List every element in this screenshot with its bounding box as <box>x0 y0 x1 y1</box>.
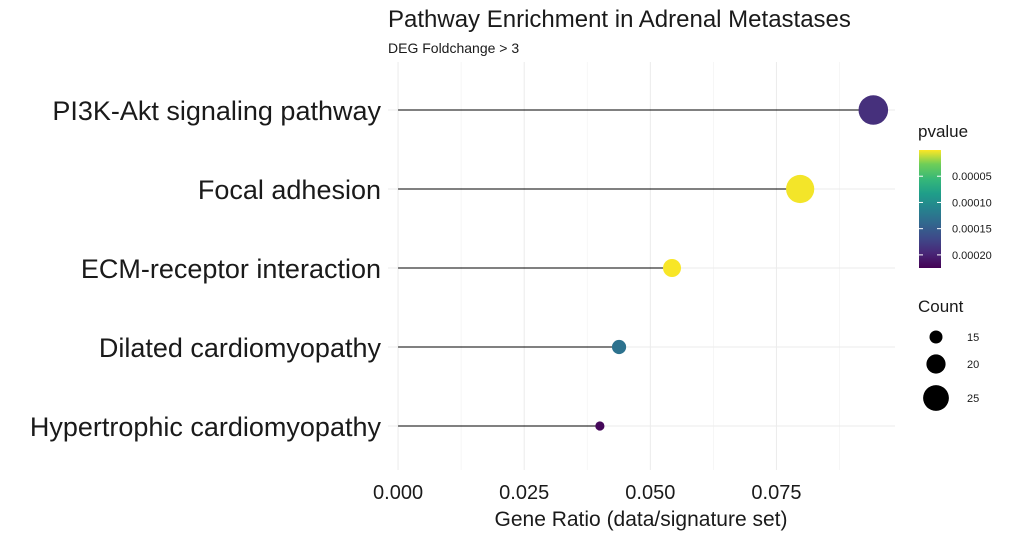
data-point <box>786 174 815 204</box>
colorbar-tick-label: 0.00010 <box>952 197 992 209</box>
pvalue-legend-title: pvalue <box>918 122 968 141</box>
count-legend-label: 15 <box>967 332 979 344</box>
category-label: Focal adhesion <box>198 175 381 205</box>
category-label: Hypertrophic cardiomyopathy <box>30 412 382 442</box>
colorbar-ticks: 0.00005 0.00010 0.00015 0.00020 <box>919 171 992 262</box>
x-tick-labels: 0.000 0.025 0.050 0.075 <box>373 482 801 504</box>
pvalue-colorbar <box>919 150 941 268</box>
count-legend-label: 25 <box>967 393 979 405</box>
category-labels: PI3K-Akt signaling pathway Focal adhesion… <box>30 96 382 442</box>
data-point <box>611 339 627 355</box>
category-label: Dilated cardiomyopathy <box>99 333 382 363</box>
colorbar-tick-label: 0.00020 <box>952 250 992 262</box>
count-legend-label: 20 <box>967 359 979 371</box>
x-tick-label: 0.075 <box>751 482 801 504</box>
lollipop-stems <box>398 109 874 427</box>
category-label: PI3K-Akt signaling pathway <box>52 96 381 126</box>
count-legend-key <box>926 354 946 374</box>
data-point <box>663 259 682 277</box>
x-tick-label: 0.050 <box>625 482 675 504</box>
x-axis-label: Gene Ratio (data/signature set) <box>495 508 788 531</box>
grid-lines <box>388 62 895 470</box>
x-tick-label: 0.000 <box>373 482 423 504</box>
category-label: ECM-receptor interaction <box>81 254 381 284</box>
count-legend: Count 15 20 25 <box>918 297 979 411</box>
pvalue-legend: pvalue 0.00005 0.00010 0.00015 0.00020 <box>918 122 992 268</box>
chart-subtitle: DEG Foldchange > 3 <box>388 40 519 56</box>
x-tick-label: 0.025 <box>499 482 549 504</box>
data-points <box>595 95 889 431</box>
colorbar-tick-label: 0.00005 <box>952 171 992 183</box>
count-legend-title: Count <box>918 297 964 316</box>
chart-title: Pathway Enrichment in Adrenal Metastases <box>388 6 851 33</box>
count-legend-key <box>929 330 943 344</box>
data-point <box>595 421 605 431</box>
count-legend-items: 15 20 25 <box>923 330 979 411</box>
colorbar-tick-label: 0.00015 <box>952 224 992 236</box>
count-legend-key <box>923 385 949 411</box>
data-point <box>858 95 889 125</box>
